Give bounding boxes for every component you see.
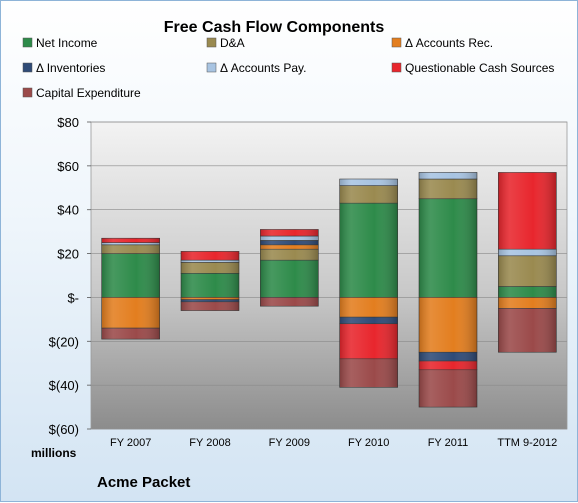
- bar-shading: [419, 369, 477, 408]
- legend-label-inventories: Δ Inventories: [36, 61, 105, 75]
- bar-shading: [260, 229, 319, 237]
- y-tick-label: $(40): [49, 378, 79, 393]
- legend-swatch-questionable-cash-sources: [391, 62, 402, 73]
- bar-shading: [181, 299, 239, 302]
- bar-shading: [260, 260, 319, 298]
- y-tick-label: $20: [57, 247, 79, 262]
- y-tick-label: $60: [57, 159, 79, 174]
- bar-shading: [181, 297, 239, 300]
- bar-shading: [101, 244, 160, 254]
- bar-shading: [498, 172, 557, 250]
- bar-shading: [419, 361, 477, 370]
- x-tick-label: FY 2009: [269, 437, 310, 449]
- bar-shading: [419, 172, 477, 180]
- legend-label-capital-expenditure: Capital Expenditure: [36, 86, 141, 100]
- plot-area: [90, 121, 568, 430]
- bar-shading: [339, 323, 398, 359]
- y-tick-label: $80: [57, 115, 79, 130]
- bar-shading: [498, 249, 557, 256]
- x-tick-label: TTM 9-2012: [497, 437, 557, 449]
- bar-shading: [339, 297, 398, 318]
- units-label: millions: [31, 446, 77, 460]
- bar-shading: [498, 255, 557, 287]
- bar-shading: [419, 352, 477, 362]
- bar-shading: [101, 238, 160, 243]
- bar-shading: [260, 240, 319, 245]
- legend-label-accounts-pay: Δ Accounts Pay.: [220, 61, 307, 75]
- bar-shading: [419, 297, 477, 353]
- legend-label-questionable-cash-sources: Questionable Cash Sources: [405, 61, 554, 75]
- x-tick-label: FY 2011: [428, 437, 469, 449]
- bar-shading: [498, 297, 557, 309]
- bar-shading: [181, 260, 239, 263]
- legend-swatch-net-income: [22, 37, 33, 48]
- bar-shading: [260, 236, 319, 241]
- bar-shading: [181, 301, 239, 311]
- y-tick-label: $-: [67, 290, 79, 305]
- legend-swatch-inventories: [22, 62, 33, 73]
- bar-shading: [498, 286, 557, 298]
- bar-shading: [339, 179, 398, 186]
- legend-label-accounts-rec: Δ Accounts Rec.: [405, 36, 493, 50]
- legend-swatch-capital-expenditure: [22, 87, 33, 98]
- y-tick-label: $(60): [49, 422, 79, 437]
- bar-shading: [339, 185, 398, 204]
- bar-shading: [419, 198, 477, 298]
- chart-title: Free Cash Flow Components: [164, 19, 385, 36]
- x-tick-label: FY 2010: [348, 437, 389, 449]
- x-tick-label: FY 2008: [189, 437, 230, 449]
- y-tick-label: $40: [57, 203, 79, 218]
- company-label: Acme Packet: [97, 474, 190, 491]
- bar-shading: [101, 253, 160, 298]
- legend-swatch-d-a: [206, 37, 217, 48]
- bar-shading: [498, 308, 557, 353]
- bar-shading: [339, 358, 398, 388]
- bar-shading: [181, 262, 239, 274]
- bar-shading: [101, 242, 160, 245]
- legend-swatch-accounts-rec: [391, 37, 402, 48]
- legend-label-net-income: Net Income: [36, 36, 98, 50]
- bar-shading: [419, 179, 477, 199]
- bar-shading: [101, 328, 160, 340]
- bar-shading: [101, 297, 160, 329]
- x-tick-label: FY 2007: [110, 437, 151, 449]
- y-tick-label: $(20): [49, 334, 79, 349]
- bar-shading: [339, 317, 398, 324]
- bar-shading: [260, 249, 319, 261]
- bar-shading: [260, 297, 319, 307]
- bar-shading: [339, 203, 398, 298]
- bar-shading: [260, 244, 319, 250]
- bar-shading: [181, 273, 239, 298]
- legend-label-d-a: D&A: [220, 36, 245, 50]
- bar-shading: [181, 251, 239, 261]
- legend-swatch-accounts-pay: [206, 62, 217, 73]
